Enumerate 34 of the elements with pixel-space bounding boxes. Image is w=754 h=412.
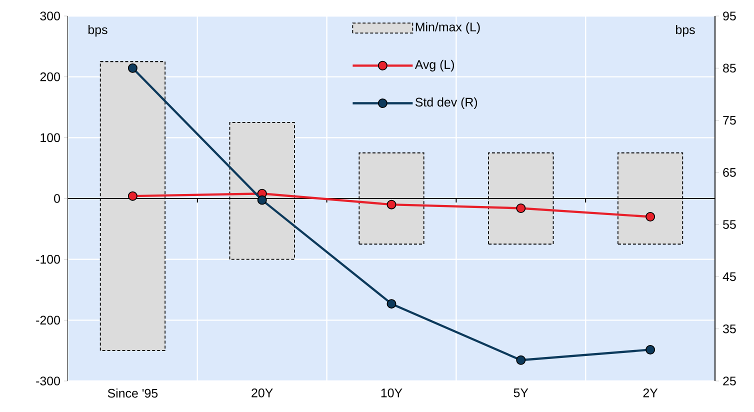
point [516,355,526,365]
y2-tick-label: 75 [723,116,736,125]
y-tick-label: 100 [40,133,60,142]
point [386,200,396,210]
x-tick-label: 5Y [514,388,528,398]
x-tick-label: 10Y [381,388,402,398]
y2-tick-label: 25 [723,376,736,386]
y-tick-label: 0 [54,194,60,203]
y2-tick-label: 65 [723,168,736,177]
legend-label: Avg (L) [414,60,454,72]
y-tick-label: -200 [36,316,60,325]
y-axis-title: bps [88,24,108,37]
y2-axis-title: bps [676,24,695,37]
y2-tick-label: 85 [723,64,736,73]
point [257,195,267,205]
point [128,63,138,73]
y-tick-label: -100 [36,254,60,264]
x-tick-label: 20Y [252,388,273,398]
point [128,191,138,201]
y2-tick-label: 45 [722,272,736,282]
point [386,299,396,309]
x-tick-label: Since '95 [108,388,158,398]
legend-label: Std dev (R) [415,97,478,110]
point [516,203,526,213]
y-tick-label: 200 [40,72,60,82]
y2-tick-label: 95 [723,12,736,20]
point [646,212,656,222]
y-tick-label: 300 [40,12,60,20]
y2-tick-label: 55 [723,220,736,229]
y2-tick-label: 35 [722,324,736,334]
x-tick-label: 2Y [643,388,658,398]
point [646,344,656,354]
y-tick-label: -300 [36,376,60,386]
legend-label: Min/max (L) [416,22,480,34]
